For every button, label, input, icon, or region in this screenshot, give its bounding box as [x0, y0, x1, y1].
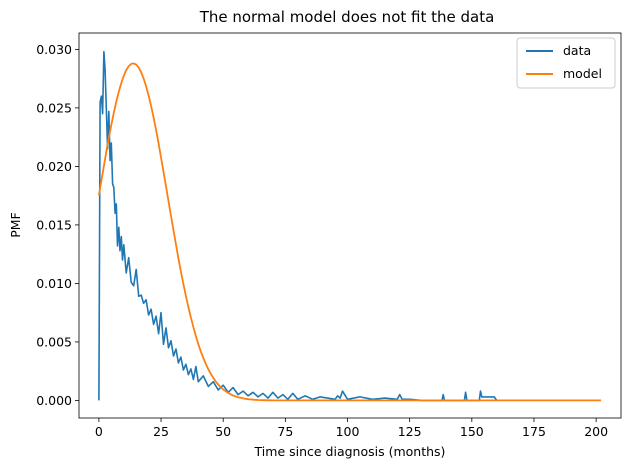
x-tick-label: 75: [277, 424, 293, 439]
x-axis-ticks: 0 25 50 75 100 125 150 175 200: [95, 418, 608, 439]
x-tick-label: 25: [153, 424, 169, 439]
x-axis-label: Time since diagnosis (months): [254, 444, 446, 459]
x-tick-label: 150: [460, 424, 484, 439]
plot-area: [78, 32, 622, 419]
y-tick-label: 0.030: [36, 42, 72, 57]
y-tick-label: 0.025: [36, 100, 72, 115]
y-tick-label: 0.015: [36, 217, 72, 232]
y-tick-label: 0.020: [36, 159, 72, 174]
plot-frame: [78, 32, 622, 419]
series-line-model: [98, 62, 602, 402]
x-tick-label: 125: [398, 424, 422, 439]
y-tick-label: 0.010: [36, 276, 72, 291]
y-tick-label: 0.000: [36, 393, 72, 408]
legend-label-data: data: [563, 43, 591, 58]
y-axis-ticks: 0.000 0.005 0.010 0.015 0.020 0.025 0.030: [36, 42, 79, 408]
series-layer: [98, 50, 602, 402]
y-axis-label: PMF: [8, 212, 23, 238]
x-tick-label: 200: [584, 424, 608, 439]
x-tick-label: 0: [95, 424, 103, 439]
x-tick-label: 50: [215, 424, 231, 439]
legend-label-model: model: [563, 66, 602, 81]
chart-title: The normal model does not fit the data: [199, 8, 495, 26]
x-tick-label: 175: [522, 424, 546, 439]
legend: data model: [516, 37, 616, 89]
series-line-data: [98, 50, 498, 402]
x-tick-label: 100: [336, 424, 360, 439]
y-tick-label: 0.005: [36, 334, 72, 349]
